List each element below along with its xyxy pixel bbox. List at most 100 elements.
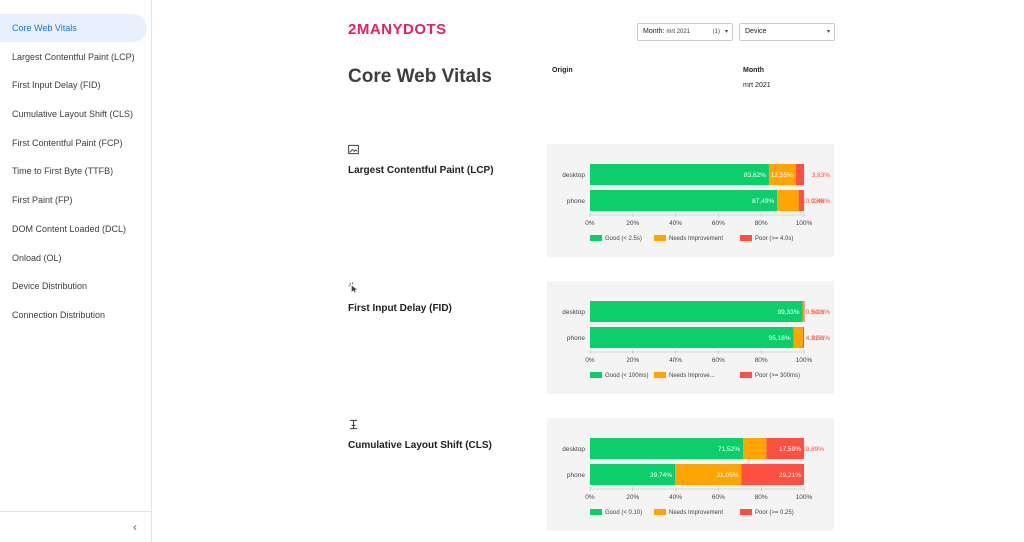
month-value: mrt 2021 (743, 82, 771, 89)
x-tick-label: 60% (712, 494, 725, 501)
x-tick-label: 100% (796, 494, 813, 501)
chevron-down-icon: ▾ (826, 29, 830, 35)
x-tick-label: 60% (712, 220, 725, 227)
legend-swatch (654, 509, 666, 515)
category-label: desktop (562, 172, 585, 179)
x-tick-label: 20% (626, 494, 639, 501)
bar-segment (590, 301, 803, 322)
sidebar-item-core-web-vitals[interactable]: Core Web Vitals (0, 14, 147, 42)
sidebar-item-ttfb[interactable]: Time to First Byte (TTFB) (12, 166, 114, 176)
data-label: 87,49% (752, 198, 774, 205)
legend-label: Needs Improvement (669, 236, 723, 242)
page-title: Core Web Vitals (348, 66, 492, 87)
x-tick-label: 20% (626, 220, 639, 227)
sidebar-item-device-distribution[interactable]: Device Distribution (12, 281, 88, 291)
bar-segment (777, 190, 799, 211)
legend-swatch (654, 372, 666, 378)
legend-swatch (590, 372, 602, 378)
x-tick-label: 80% (755, 357, 768, 364)
sidebar-footer: ‹ (0, 511, 151, 542)
bar-segment (590, 438, 744, 459)
x-tick-label: 0% (585, 494, 595, 501)
data-label: 31,05% (716, 472, 738, 479)
image-icon (348, 144, 359, 155)
category-label: phone (567, 472, 585, 479)
x-tick-label: 0% (585, 357, 595, 364)
device-select[interactable]: Device ▾ (739, 23, 835, 41)
category-label: phone (567, 198, 585, 205)
month-select[interactable]: Month: mrt 2021 (1) ▾ (637, 23, 733, 41)
sidebar-item-connection-distribution[interactable]: Connection Distribution (12, 310, 106, 320)
text-cursor-icon (349, 419, 358, 430)
fid-section-title: First Input Delay (FID) (348, 303, 452, 314)
bar-segment (795, 164, 804, 185)
bar-segment (741, 464, 804, 485)
fid-chart-svg: 0% 20% 40% 60% 80% 100% desktop 99,33% 0,54%0,13… (562, 301, 831, 379)
data-label: 99,33% (778, 309, 800, 316)
bar-segment (590, 327, 794, 348)
data-label: 95,16% (769, 335, 791, 342)
sidebar: Core Web Vitals Largest Contentful Paint… (0, 0, 152, 542)
legend-swatch (740, 509, 752, 515)
month-select-value: mrt 2021 (666, 29, 691, 35)
legend-label: Poor (>= 300ms) (755, 373, 800, 379)
legend-swatch (590, 509, 602, 515)
data-label: 71,52% (718, 446, 740, 453)
fid-chart: 0% 20% 40% 60% 80% 100% desktop 99,33% 0,54% 0,13… (547, 281, 834, 394)
legend-label: Good (< 100ms) (605, 373, 649, 379)
data-label: 12,55% (771, 172, 793, 179)
chevron-left-icon[interactable]: ‹ (133, 520, 137, 534)
bar-segment (590, 190, 778, 211)
legend-swatch (590, 235, 602, 241)
x-tick-label: 80% (755, 494, 768, 501)
x-tick-label: 20% (626, 357, 639, 364)
legend-label: Needs Improve... (669, 373, 715, 379)
lcp-chart-svg: 0% 20% 40% 60% 80% 100% desktop 83,62% 12,55% 3,8… (562, 164, 831, 242)
data-label: 10,03% (802, 198, 824, 205)
data-label: 0,13% (812, 309, 831, 316)
data-label: 0,54% (806, 309, 825, 316)
cls-chart-svg: 0% 20% 40% 60% 80% 100% desktop 71,52% 10,89%17,… (562, 438, 824, 516)
device-select-label: Device (745, 28, 767, 35)
data-label: 29,21% (779, 472, 801, 479)
data-label: 39,74% (650, 472, 672, 479)
legend-swatch (740, 372, 752, 378)
data-label: 3,83% (812, 172, 831, 179)
x-tick-label: 40% (669, 494, 682, 501)
category-label: desktop (562, 309, 585, 316)
sidebar-item-lcp[interactable]: Largest Contentful Paint (LCP) (12, 52, 135, 62)
bar-segment (798, 190, 804, 211)
category-label: phone (567, 335, 585, 342)
x-tick-label: 0% (585, 220, 595, 227)
data-label: 4,31% (806, 335, 825, 342)
sidebar-item-dcl[interactable]: DOM Content Loaded (DCL) (12, 224, 127, 234)
bar-segment (590, 464, 676, 485)
cursor-click-icon (348, 282, 358, 293)
x-tick-label: 40% (669, 357, 682, 364)
month-select-count: (1) (712, 29, 720, 35)
legend-label: Good (< 0.10) (605, 510, 642, 516)
x-tick-label: 80% (755, 220, 768, 227)
legend-label: Good (< 2.5s) (605, 236, 642, 242)
x-tick-label: 100% (796, 357, 813, 364)
sidebar-item-fp[interactable]: First Paint (FP) (12, 195, 73, 205)
bar-segment (802, 301, 804, 322)
legend-swatch (740, 235, 752, 241)
data-label: 83,62% (744, 172, 766, 179)
data-label: 2,48% (812, 198, 831, 205)
cls-chart: 0% 20% 40% 60% 80% 100% desktop 71,52% 10,89% 17,… (547, 418, 834, 531)
cls-section-title: Cumulative Layout Shift (CLS) (348, 440, 492, 451)
sidebar-item-cls[interactable]: Cumulative Layout Shift (CLS) (12, 109, 134, 119)
sidebar-item-ol[interactable]: Onload (OL) (12, 253, 62, 263)
origin-label: Origin (552, 67, 573, 74)
data-label: 0,53% (812, 335, 831, 342)
bar-segment (675, 464, 742, 485)
data-label: 17,59% (779, 446, 801, 453)
month-label: Month (743, 67, 764, 74)
bar-segment (590, 164, 769, 185)
sidebar-item-fcp[interactable]: First Contentful Paint (FCP) (12, 138, 123, 148)
bar-segment (802, 327, 804, 348)
bar-segment (803, 301, 805, 322)
sidebar-item-fid[interactable]: First Input Delay (FID) (12, 80, 101, 90)
month-select-label: Month: (643, 28, 665, 35)
